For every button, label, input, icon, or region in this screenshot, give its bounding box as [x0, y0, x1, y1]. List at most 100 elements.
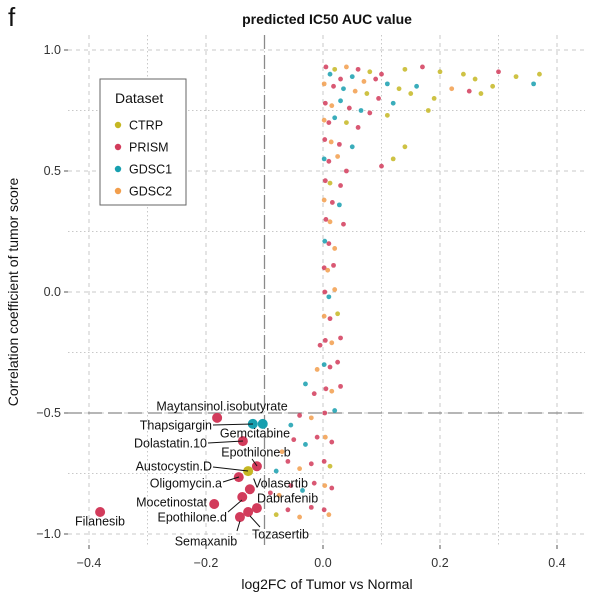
- data-point-gdsc2: [322, 434, 328, 440]
- data-point-ctrp: [390, 156, 396, 162]
- point-label: Oligomycin.a: [150, 477, 222, 491]
- data-point-ctrp: [396, 86, 402, 92]
- data-point-prism: [323, 64, 329, 70]
- data-point-gdsc1: [390, 100, 396, 106]
- legend-entry-ctrp: CTRP: [129, 119, 163, 133]
- data-point-ctrp: [490, 83, 496, 89]
- data-point-prism: [267, 490, 273, 496]
- data-point-gdsc2: [321, 197, 327, 203]
- data-point-prism: [379, 71, 384, 77]
- label-leader-line: [249, 515, 261, 528]
- data-point-gdsc1: [332, 115, 338, 121]
- labeled-point: [257, 418, 268, 429]
- data-point-ctrp: [384, 112, 390, 118]
- data-point-gdsc1: [384, 81, 390, 87]
- labeled-point: [237, 491, 248, 502]
- data-point-prism: [323, 386, 329, 392]
- data-point-prism: [326, 158, 332, 164]
- data-point-prism: [338, 76, 343, 82]
- data-point-gdsc2: [449, 86, 455, 92]
- data-point-prism: [341, 221, 346, 227]
- data-point-gdsc2: [321, 81, 327, 87]
- x-tick-label: −0.2: [194, 556, 219, 570]
- data-point-ctrp: [335, 311, 341, 317]
- data-point-prism: [379, 163, 384, 169]
- data-point-gdsc2: [332, 287, 338, 292]
- data-point-prism: [338, 183, 343, 188]
- data-point-gdsc2: [322, 483, 328, 488]
- data-point-gdsc2: [297, 466, 302, 472]
- data-point-gdsc1: [321, 362, 327, 367]
- data-point-prism: [331, 262, 336, 268]
- data-point-gdsc1: [341, 86, 346, 92]
- data-point-prism: [496, 69, 501, 75]
- legend-swatch-gdsc1: [114, 165, 122, 173]
- data-point-ctrp: [402, 144, 408, 150]
- data-point-gdsc1: [338, 98, 343, 104]
- data-point-prism: [314, 434, 320, 440]
- data-point-ctrp: [513, 74, 519, 80]
- data-point-prism: [326, 241, 332, 247]
- x-tick-label: −0.4: [77, 556, 102, 570]
- data-point-prism: [291, 437, 297, 443]
- data-point-prism: [322, 289, 328, 295]
- data-point-gdsc1: [326, 294, 332, 300]
- data-point-ctrp: [332, 66, 338, 72]
- data-point-ctrp: [537, 71, 542, 77]
- label-leader-line: [227, 499, 243, 513]
- x-tick-label: 0.4: [548, 556, 565, 570]
- legend: Dataset CTRP PRISM GDSC1 GDSC2: [99, 78, 187, 206]
- labeled-point: [95, 506, 106, 517]
- y-tick-label: 1.0: [44, 43, 61, 57]
- data-point-prism: [317, 342, 323, 348]
- label-leader-line: [212, 423, 254, 426]
- point-label: Volasertib: [253, 477, 308, 491]
- data-point-gdsc1: [336, 202, 342, 208]
- data-point-ctrp: [425, 108, 431, 113]
- y-axis-label: Correlation coefficient of tumor score: [5, 178, 21, 407]
- y-tick-label: −0.5: [36, 406, 61, 420]
- point-label: Austocystin.D: [136, 460, 212, 474]
- data-point-gdsc2: [321, 313, 327, 319]
- data-point-gdsc1: [358, 108, 364, 113]
- data-point-gdsc2: [279, 449, 285, 455]
- data-point-gdsc1: [288, 422, 294, 428]
- data-point-ctrp: [273, 512, 279, 518]
- legend-swatch-prism: [114, 143, 122, 151]
- data-point-gdsc2: [314, 367, 320, 372]
- data-point-gdsc2: [329, 103, 335, 109]
- data-point-ctrp: [437, 69, 443, 75]
- labeled-point: [209, 498, 220, 509]
- data-point-ctrp: [364, 91, 370, 96]
- data-point-prism: [322, 178, 328, 184]
- data-point-prism: [327, 316, 333, 322]
- data-point-prism: [321, 459, 327, 464]
- label-leader-line: [251, 458, 258, 467]
- point-label: Filanesib: [75, 515, 125, 529]
- data-point-gdsc1: [327, 71, 333, 77]
- data-point-prism: [285, 507, 291, 513]
- label-leader-line: [207, 440, 244, 444]
- point-labels: Maytansinol.isobutyrate Thapsigargin Gemci…: [75, 400, 318, 549]
- data-point-prism: [288, 483, 294, 488]
- legend-swatch-ctrp: [114, 121, 122, 129]
- data-point-gdsc2: [328, 139, 334, 145]
- legend-entry-gdsc1: GDSC1: [129, 163, 172, 177]
- data-point-gdsc1: [321, 156, 327, 162]
- data-point-gdsc1: [300, 488, 305, 493]
- data-point-gdsc2: [329, 388, 335, 394]
- axis-ticks: −0.4 −0.2 0.0 0.2 0.4 1.0 0.5 0.0 −0.5 −1.0: [36, 43, 565, 570]
- data-point-gdsc1: [273, 468, 279, 474]
- point-label: Mocetinostat: [136, 496, 207, 510]
- data-point-gdsc1: [303, 381, 308, 387]
- data-point-prism: [322, 338, 328, 343]
- data-point-prism: [367, 110, 373, 116]
- labeled-point: [234, 512, 245, 523]
- data-point-gdsc2: [361, 79, 367, 84]
- point-label: Gemcitabine: [220, 427, 290, 441]
- data-point-prism: [322, 137, 328, 142]
- data-point-prism: [311, 391, 317, 397]
- point-label: Epothilone.b: [221, 446, 291, 460]
- data-point-prism: [322, 100, 328, 106]
